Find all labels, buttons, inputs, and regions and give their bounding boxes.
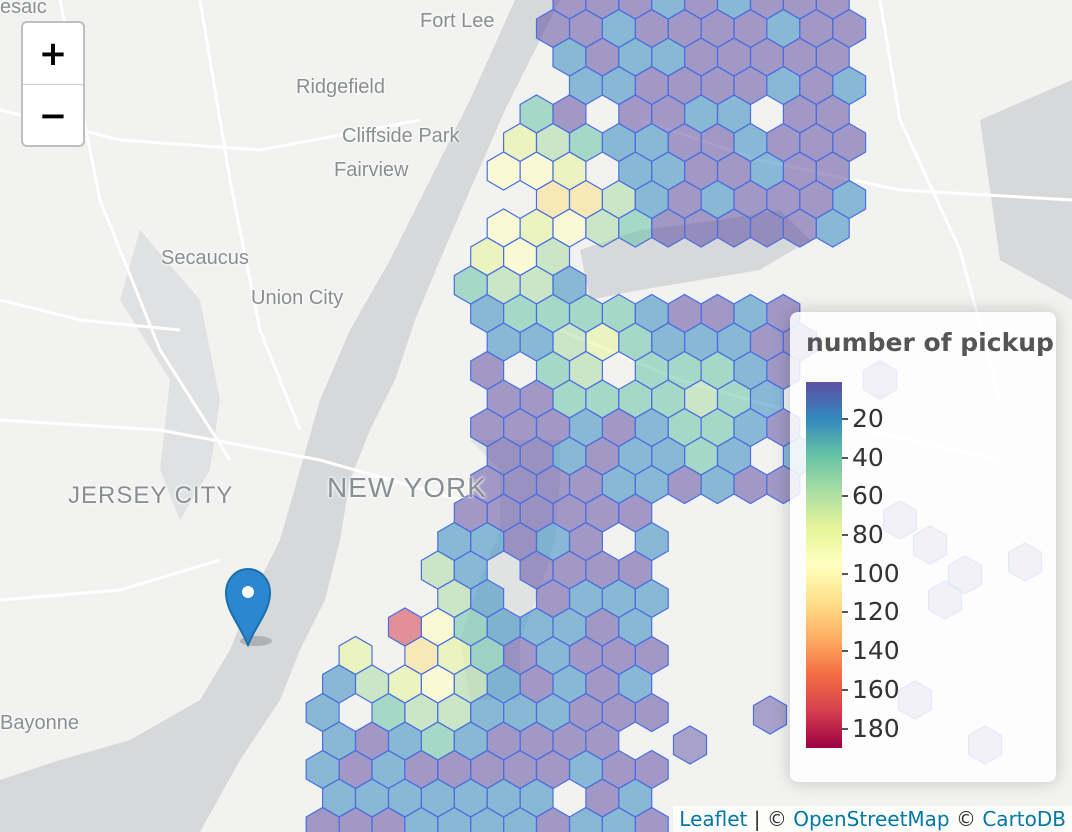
- hexbin-cell[interactable]: [634, 692, 669, 733]
- legend-tick-mark: [842, 688, 848, 691]
- legend-tick-label: 140: [852, 636, 900, 666]
- carto-link[interactable]: CartoDB: [982, 807, 1066, 831]
- osm-link[interactable]: OpenStreetMap: [793, 807, 950, 831]
- hexbin-cell[interactable]: [634, 806, 669, 832]
- legend-tick-mark: [842, 650, 848, 653]
- legend-title: number of pickup: [806, 328, 1054, 357]
- hexbin-cell[interactable]: [672, 725, 708, 765]
- hudson-river: [0, 0, 560, 832]
- legend-tick-mark: [842, 456, 848, 459]
- legend-tick-label: 120: [852, 597, 900, 627]
- place-label-cliffside-park: Cliffside Park: [342, 125, 460, 147]
- place-label-new-york: NEW YORK: [327, 472, 487, 503]
- attribution-separator: | ©: [747, 807, 794, 831]
- pickup-hexbins: [305, 0, 1043, 832]
- legend-tick-label: 180: [852, 713, 900, 743]
- hexbin-cell[interactable]: [437, 806, 472, 832]
- attribution: Leaflet | © OpenStreetMap © CartoDB: [673, 806, 1072, 832]
- hexbin-cell[interactable]: [338, 806, 373, 832]
- legend-tick-mark: [842, 611, 848, 614]
- hexbin-cell[interactable]: [752, 695, 788, 735]
- hexbin-cell[interactable]: [503, 806, 538, 832]
- attribution-separator-2: ©: [949, 807, 983, 831]
- place-label-fort-lee: Fort Lee: [420, 10, 495, 32]
- legend-tick-mark: [842, 533, 848, 536]
- leaflet-link[interactable]: Leaflet: [679, 807, 748, 831]
- place-label-bayonne: Bayonne: [0, 712, 79, 734]
- zoom-in-button[interactable]: +: [38, 33, 68, 74]
- place-label-fairview: Fairview: [334, 159, 409, 181]
- bronx-water: [980, 80, 1072, 300]
- place-label-jersey-city: JERSEY CITY: [68, 482, 234, 509]
- zoom-control: + −: [21, 21, 85, 147]
- legend-tick-label: 60: [852, 481, 884, 511]
- place-label-ridgefield: Ridgefield: [296, 76, 385, 98]
- legend-tick-mark: [842, 727, 848, 730]
- legend-tick-mark: [842, 572, 848, 575]
- place-label-union-city: Union City: [251, 287, 344, 309]
- hexbin-cell[interactable]: [404, 806, 439, 832]
- place-label-secaucus: Secaucus: [161, 247, 249, 269]
- legend-tick-mark: [842, 495, 848, 498]
- hexbin-cell[interactable]: [601, 806, 636, 832]
- hexbin-cell[interactable]: [815, 208, 850, 248]
- legend-tick-label: 160: [852, 674, 900, 704]
- legend-tick-label: 40: [852, 442, 884, 472]
- legend-tick-label: 20: [852, 403, 884, 433]
- zoom-out-button[interactable]: −: [23, 84, 83, 146]
- legend-tick-label: 100: [852, 558, 900, 588]
- map-pin-icon[interactable]: [222, 565, 274, 647]
- legend-color-bar: [806, 382, 842, 748]
- hackensack-river: [120, 230, 220, 520]
- hexbin-cell[interactable]: [535, 806, 571, 832]
- hexbin-cell[interactable]: [470, 806, 505, 832]
- place-label-passaic: esaic: [0, 0, 47, 18]
- legend-tick-mark: [842, 417, 848, 420]
- hexbin-cell[interactable]: [568, 806, 604, 832]
- legend: number of pickup 20 40 60 80 100 120 140 160 180: [790, 312, 1056, 782]
- hexbin-cell[interactable]: [305, 806, 340, 832]
- legend-tick-label: 80: [852, 519, 884, 549]
- hexbin-cell[interactable]: [371, 806, 406, 832]
